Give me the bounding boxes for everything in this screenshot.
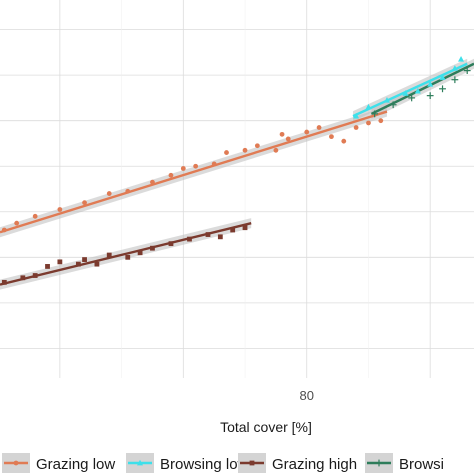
data-point: [211, 161, 217, 167]
data-point: [230, 227, 236, 233]
legend-item: Grazing low: [2, 453, 115, 473]
legend-key-marker: [375, 459, 383, 467]
data-point: [366, 120, 371, 126]
x-axis-title: Total cover [%]: [220, 419, 312, 435]
data-point: [458, 56, 465, 62]
legend-label: Grazing high: [272, 456, 357, 473]
data-point: [451, 76, 459, 84]
fit-line: [0, 221, 252, 286]
data-point: [32, 273, 38, 278]
data-point: [439, 85, 446, 93]
data-point: [254, 143, 260, 149]
data-point: [427, 81, 434, 87]
data-point: [414, 87, 421, 94]
data-point: [106, 252, 112, 258]
data-point: [1, 279, 7, 285]
fit-line: [0, 110, 388, 234]
data-point: [125, 188, 131, 194]
data-point: [402, 90, 409, 96]
data-point: [150, 179, 155, 185]
legend-key-marker: [249, 460, 255, 466]
data-point: [106, 191, 112, 196]
fit-line: [371, 62, 474, 115]
data-point: [378, 118, 384, 124]
x-tick-label: 80: [300, 388, 314, 403]
data-point: [57, 259, 63, 265]
data-point: [32, 213, 38, 219]
data-point: [242, 147, 248, 153]
legend-item: Browsi: [365, 453, 444, 473]
data-point: [20, 275, 26, 281]
data-point: [242, 225, 248, 231]
data-point: [150, 245, 155, 251]
data-point: [224, 150, 229, 155]
data-point: [353, 125, 359, 130]
data-point: [329, 134, 334, 140]
data-point: [389, 101, 397, 109]
data-point: [383, 96, 390, 103]
legend-label: Browsi: [399, 456, 444, 473]
data-point: [187, 236, 192, 242]
plot-panel: [0, 0, 474, 378]
data-point: [125, 254, 131, 260]
legend-key-marker: [137, 459, 143, 466]
data-point: [353, 112, 360, 119]
data-point: [1, 227, 7, 233]
data-point: [168, 172, 174, 178]
legend-label: Browsing low: [160, 456, 249, 473]
data-point: [193, 163, 199, 169]
data-point: [273, 147, 279, 153]
data-point: [217, 234, 223, 240]
data-point: [316, 125, 322, 130]
fit-line: [352, 62, 468, 118]
major-gridlines: [0, 0, 474, 378]
data-point: [365, 103, 372, 110]
data-point: [180, 166, 186, 171]
data-point: [463, 67, 471, 74]
legend-item: Grazing high: [238, 453, 357, 473]
x-axis-ticks: 80: [300, 388, 314, 403]
data-point: [408, 94, 416, 102]
data-point: [371, 110, 379, 118]
legend-label: Grazing low: [36, 456, 115, 473]
data-points: [1, 56, 471, 285]
data-point: [341, 138, 347, 144]
data-point: [94, 261, 100, 267]
data-point: [82, 200, 87, 206]
legend-key-marker: [13, 460, 19, 466]
data-point: [451, 65, 458, 71]
legend-item: Browsing low: [126, 453, 249, 473]
data-point: [304, 129, 310, 135]
data-point: [426, 92, 434, 100]
data-point: [45, 264, 50, 269]
data-point: [205, 232, 211, 237]
data-point: [137, 250, 143, 256]
data-point: [75, 261, 81, 267]
data-point: [82, 257, 87, 262]
data-point: [57, 207, 63, 212]
legend: Grazing low Browsing low Grazing high Brows…: [2, 453, 444, 473]
data-point: [285, 136, 291, 142]
minor-gridlines: [121, 0, 369, 378]
data-point: [14, 220, 20, 226]
data-point: [168, 241, 174, 247]
data-point: [279, 131, 285, 137]
data-point: [439, 74, 446, 80]
